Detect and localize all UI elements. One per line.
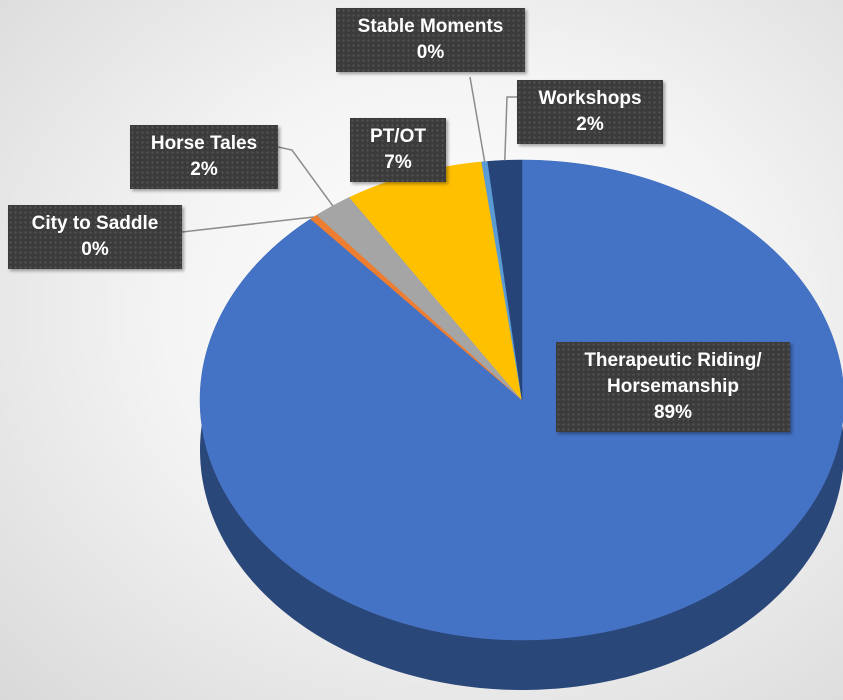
leader-line xyxy=(469,76,486,162)
label-value: 2% xyxy=(190,159,218,180)
data-label: City to Saddle 0% xyxy=(8,205,182,269)
leader-line xyxy=(181,216,314,233)
data-label: PT/OT 7% xyxy=(350,118,446,182)
label-value: 0% xyxy=(416,42,445,63)
slice xyxy=(316,197,523,401)
label-category: Stable Moments xyxy=(357,16,504,37)
label-value: 2% xyxy=(576,114,604,135)
leader-line xyxy=(277,146,334,207)
label-value: 7% xyxy=(384,152,412,173)
data-label: Stable Moments 0% xyxy=(336,8,525,72)
leader-line xyxy=(504,96,517,161)
label-value: 89% xyxy=(653,402,693,423)
label-category: PT/OT xyxy=(370,126,426,147)
data-label: Horse Tales 2% xyxy=(130,125,278,189)
data-label: Workshops 2% xyxy=(517,80,663,144)
label-category: Horse Tales xyxy=(150,133,258,154)
slice xyxy=(199,159,843,641)
label-value: 0% xyxy=(81,239,109,260)
label-category: Therapeutic Riding/ Horsemanship xyxy=(584,350,762,397)
label-category: Workshops xyxy=(538,88,642,109)
label-category: City to Saddle xyxy=(31,213,159,234)
data-label: Therapeutic Riding/ Horsemanship 89% xyxy=(556,342,790,432)
